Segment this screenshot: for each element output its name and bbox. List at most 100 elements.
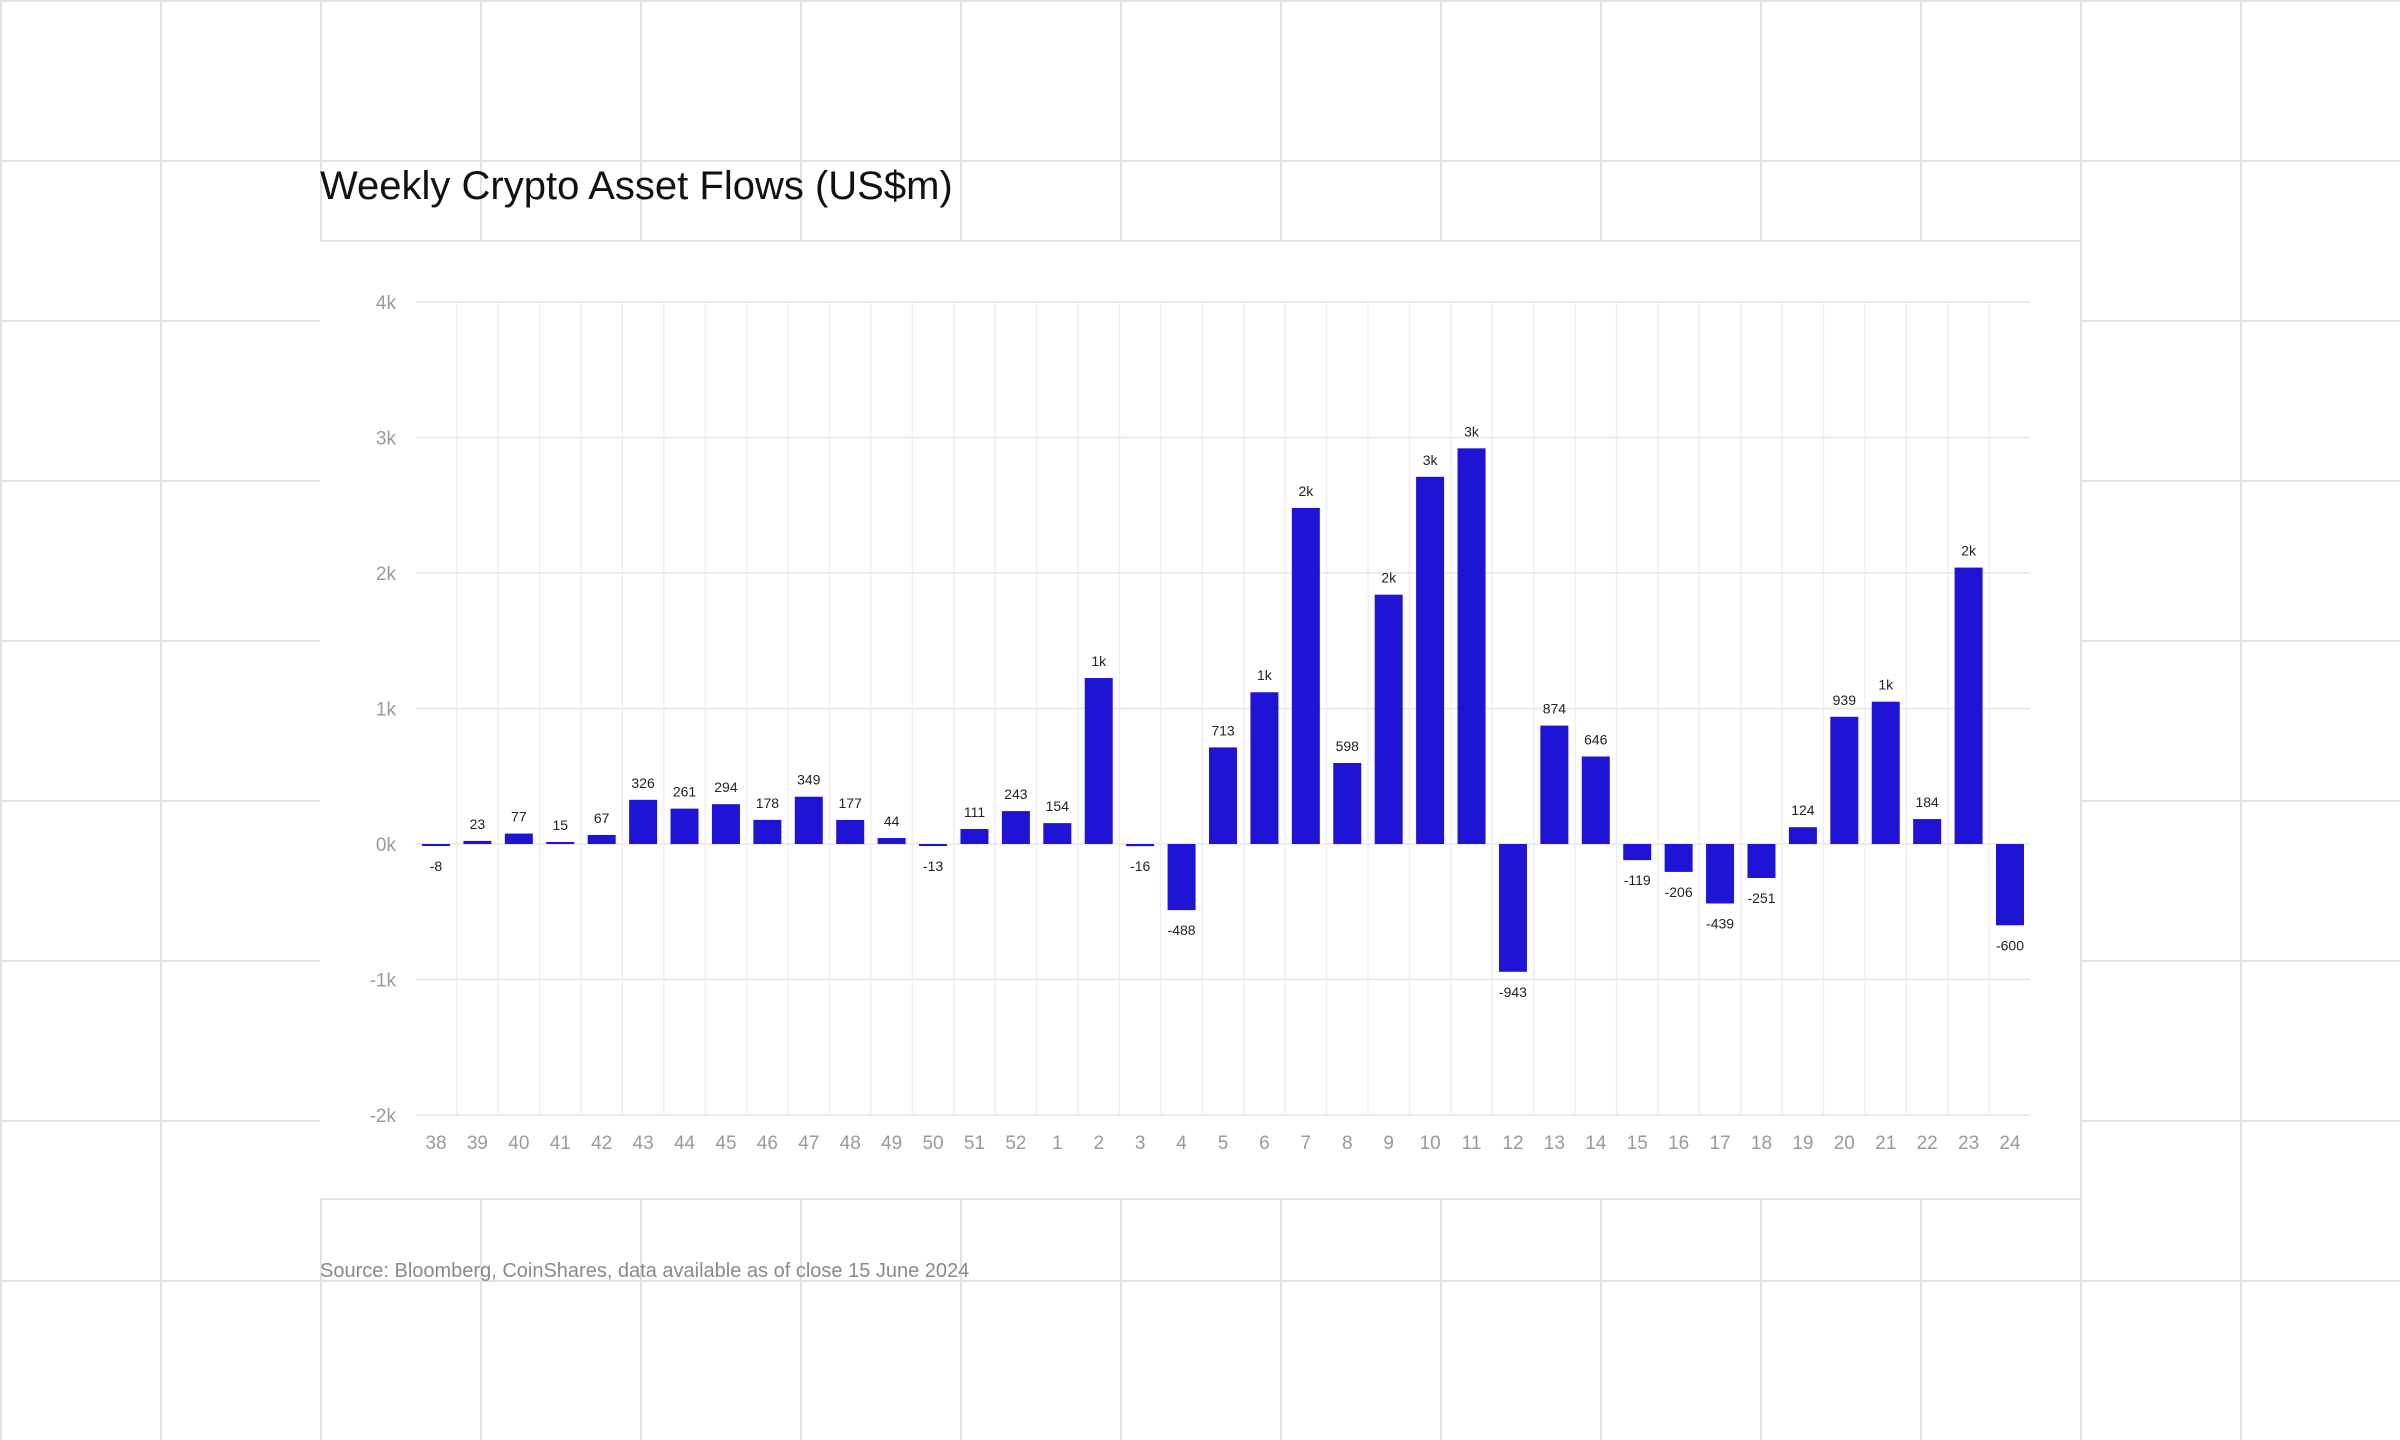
bar bbox=[1664, 844, 1693, 872]
bar bbox=[960, 828, 989, 844]
x-tick-label: 6 bbox=[1259, 1133, 1270, 1154]
bar bbox=[1581, 756, 1610, 844]
bar bbox=[1498, 844, 1527, 972]
x-tick-label: 2 bbox=[1093, 1133, 1104, 1154]
bar bbox=[629, 799, 658, 844]
x-tick-label: 7 bbox=[1301, 1133, 1312, 1154]
x-tick-label: 13 bbox=[1544, 1133, 1565, 1154]
x-tick-label: 15 bbox=[1627, 1133, 1648, 1154]
x-tick-label: 8 bbox=[1342, 1133, 1353, 1154]
x-tick-label: 9 bbox=[1383, 1133, 1394, 1154]
data-label: 713 bbox=[1211, 722, 1235, 738]
data-label: -119 bbox=[1624, 872, 1651, 888]
bar bbox=[919, 844, 948, 846]
bar bbox=[711, 804, 740, 844]
bar bbox=[1706, 844, 1735, 904]
data-label: 177 bbox=[839, 795, 863, 811]
data-label: -13 bbox=[923, 858, 943, 874]
x-tick-label: 4 bbox=[1176, 1133, 1187, 1154]
bar bbox=[1126, 844, 1155, 847]
data-label: -439 bbox=[1706, 915, 1734, 931]
x-tick-label: 44 bbox=[674, 1133, 696, 1154]
data-label: 23 bbox=[470, 816, 486, 832]
x-tick-label: 23 bbox=[1958, 1133, 1979, 1154]
data-label: 67 bbox=[594, 810, 610, 826]
chart-card: -2k -1k 0k 1k 2k 3k 4k -8 38 23 39 77 40 15 41 67 42 326 4… bbox=[320, 240, 2080, 1200]
chart-source-note: Source: Bloomberg, CoinShares, data avai… bbox=[320, 1260, 970, 1282]
data-label: 294 bbox=[714, 779, 738, 795]
data-label: 77 bbox=[511, 809, 527, 825]
bar bbox=[1250, 692, 1279, 844]
data-label: -488 bbox=[1168, 922, 1196, 938]
bar bbox=[1333, 762, 1362, 844]
x-tick-label: 52 bbox=[1005, 1133, 1026, 1154]
bar bbox=[1416, 476, 1445, 844]
data-label: 1k bbox=[1878, 677, 1894, 693]
chart-title: Weekly Crypto Asset Flows (US$m) bbox=[320, 164, 953, 208]
data-label: 3k bbox=[1464, 423, 1480, 439]
x-tick-label: 10 bbox=[1420, 1133, 1441, 1154]
x-tick-label: 42 bbox=[591, 1133, 612, 1154]
data-label: 2k bbox=[1298, 483, 1314, 499]
x-tick-label: 48 bbox=[840, 1133, 861, 1154]
data-label: -943 bbox=[1499, 984, 1527, 1000]
bar bbox=[1291, 507, 1320, 844]
x-tick-label: 41 bbox=[550, 1133, 571, 1154]
x-tick-label: 24 bbox=[1999, 1133, 2021, 1154]
x-tick-label: 1 bbox=[1052, 1133, 1063, 1154]
bar bbox=[1167, 844, 1196, 911]
x-tick-label: 16 bbox=[1668, 1133, 1689, 1154]
data-label: 2k bbox=[1961, 543, 1977, 559]
bar bbox=[1954, 567, 1983, 844]
data-label: 154 bbox=[1046, 798, 1070, 814]
bar bbox=[504, 833, 533, 844]
x-tick-label: 17 bbox=[1709, 1133, 1730, 1154]
bar bbox=[1001, 811, 1030, 844]
y-tick-label: -1k bbox=[370, 971, 397, 992]
bar bbox=[670, 808, 699, 844]
y-tick-label: 2k bbox=[376, 564, 397, 585]
data-label: -8 bbox=[430, 858, 443, 874]
bar bbox=[1747, 844, 1776, 879]
data-label: 1k bbox=[1091, 653, 1107, 669]
x-tick-label: 21 bbox=[1875, 1133, 1896, 1154]
x-tick-label: 5 bbox=[1218, 1133, 1229, 1154]
x-tick-label: 14 bbox=[1585, 1133, 1607, 1154]
data-label: -16 bbox=[1130, 858, 1150, 874]
x-tick-label: 19 bbox=[1792, 1133, 1813, 1154]
data-label: 2k bbox=[1381, 570, 1397, 586]
bar bbox=[1043, 823, 1072, 844]
x-tick-label: 46 bbox=[757, 1133, 778, 1154]
bar bbox=[587, 834, 616, 844]
x-tick-label: 43 bbox=[633, 1133, 654, 1154]
data-label: -251 bbox=[1747, 890, 1775, 906]
x-tick-label: 3 bbox=[1135, 1133, 1146, 1154]
x-tick-label: 12 bbox=[1502, 1133, 1523, 1154]
data-label: 326 bbox=[631, 775, 655, 791]
data-label: 44 bbox=[884, 813, 900, 829]
x-tick-label: 40 bbox=[508, 1133, 529, 1154]
x-tick-label: 38 bbox=[425, 1133, 446, 1154]
bar-chart: -2k-1k0k1k2k3k4k-83823397740154167423264… bbox=[370, 293, 2030, 1154]
y-tick-label: 0k bbox=[376, 835, 397, 856]
x-tick-label: 39 bbox=[467, 1133, 488, 1154]
x-tick-label: 47 bbox=[798, 1133, 819, 1154]
y-tick-label: 1k bbox=[376, 700, 397, 721]
bar bbox=[794, 796, 823, 844]
data-label: 178 bbox=[756, 795, 780, 811]
bar bbox=[1540, 725, 1569, 844]
bar bbox=[1996, 844, 2024, 926]
bar bbox=[1788, 827, 1817, 844]
bar bbox=[836, 820, 865, 844]
data-label: 111 bbox=[964, 804, 985, 820]
data-label: 184 bbox=[1915, 794, 1939, 810]
x-tick-label: 51 bbox=[964, 1133, 985, 1154]
data-label: -600 bbox=[1996, 937, 2024, 953]
x-tick-label: 22 bbox=[1917, 1133, 1938, 1154]
bar bbox=[1913, 819, 1942, 844]
x-tick-label: 20 bbox=[1834, 1133, 1855, 1154]
data-label: 598 bbox=[1336, 738, 1360, 754]
data-label: 3k bbox=[1423, 452, 1439, 468]
data-label: 939 bbox=[1833, 692, 1857, 708]
